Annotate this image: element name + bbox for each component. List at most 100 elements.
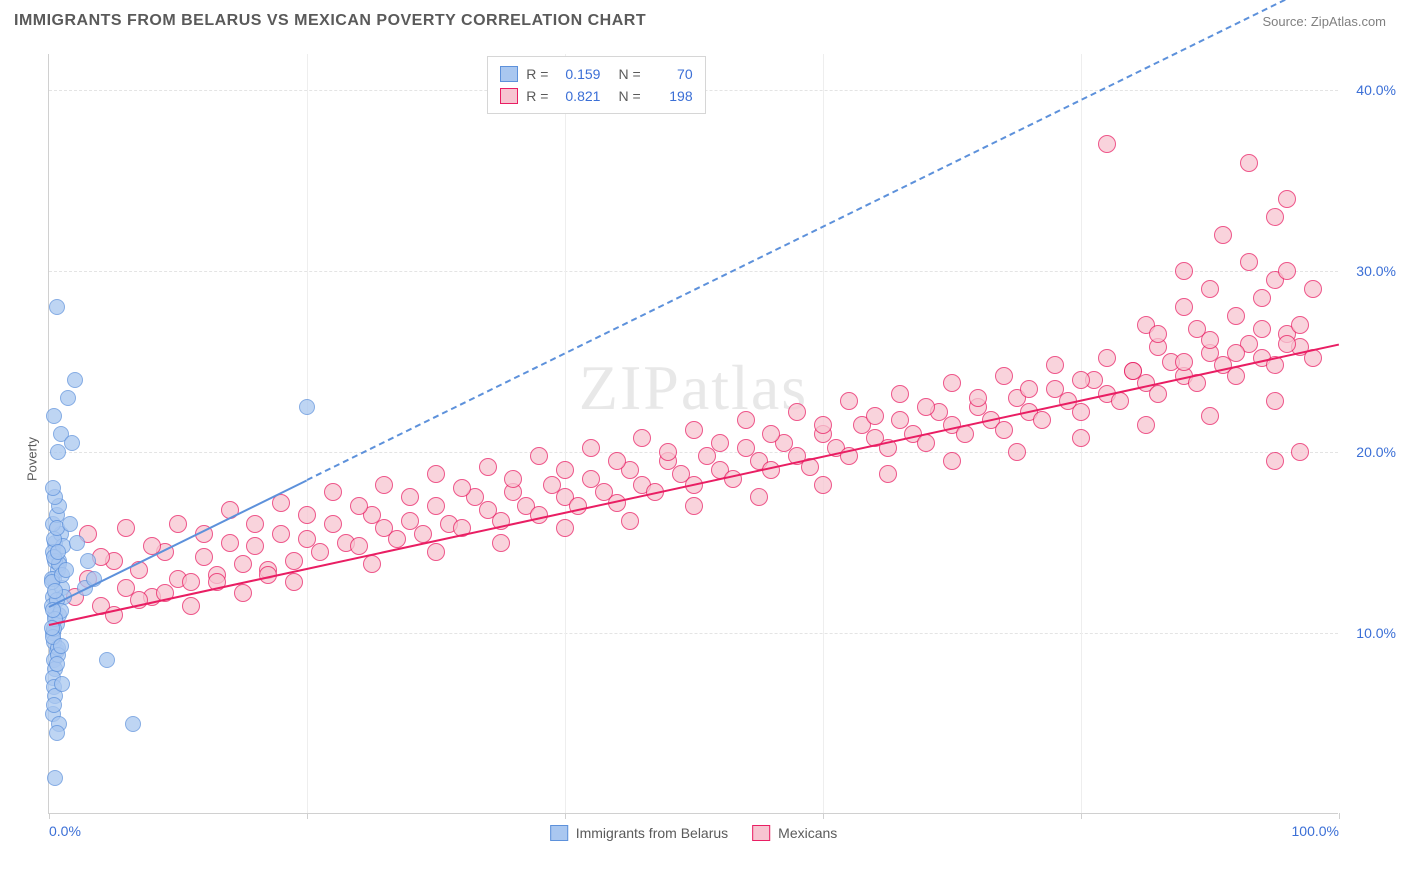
mexicans-legend-label: Mexicans	[778, 825, 837, 841]
mexicans-point	[272, 525, 290, 543]
mexicans-point	[891, 411, 909, 429]
mexicans-point	[1291, 316, 1309, 334]
y-tick-label: 10.0%	[1356, 625, 1396, 641]
mexicans-point	[659, 443, 677, 461]
belarus-point	[62, 516, 78, 532]
mexicans-point	[762, 425, 780, 443]
mexicans-point	[504, 470, 522, 488]
belarus-point	[49, 299, 65, 315]
mexicans-point	[298, 506, 316, 524]
mexicans-point	[1175, 353, 1193, 371]
belarus-point	[80, 553, 96, 569]
mexicans-point	[182, 573, 200, 591]
mexicans-point	[556, 461, 574, 479]
belarus-point	[67, 372, 83, 388]
mexicans-point	[556, 519, 574, 537]
r-label: R =	[526, 88, 548, 104]
belarus-point	[47, 770, 63, 786]
mexicans-point	[711, 434, 729, 452]
belarus-point	[125, 716, 141, 732]
mexicans-point	[788, 403, 806, 421]
mexicans-point	[350, 497, 368, 515]
mexicans-point	[234, 584, 252, 602]
mexicans-point	[1072, 371, 1090, 389]
mexicans-point	[891, 385, 909, 403]
x-tick-mark	[307, 813, 308, 819]
belarus-point	[58, 562, 74, 578]
mexicans-point	[943, 452, 961, 470]
x-tick-label: 100.0%	[1292, 823, 1339, 839]
chart-title: IMMIGRANTS FROM BELARUS VS MEXICAN POVER…	[14, 12, 646, 30]
mexicans-point	[350, 537, 368, 555]
mexicans-point	[1175, 262, 1193, 280]
belarus-point	[45, 480, 61, 496]
mexicans-point	[363, 555, 381, 573]
mexicans-point	[1072, 429, 1090, 447]
legend-bottom: Immigrants from Belarus Mexicans	[550, 825, 838, 841]
belarus-point	[60, 390, 76, 406]
stats-legend-box: R =0.159N =70R =0.821N =198	[487, 56, 705, 114]
stats-row-belarus: R =0.159N =70	[500, 63, 692, 85]
mexicans-point	[1072, 403, 1090, 421]
mexicans-point	[1111, 392, 1129, 410]
mexicans-point	[285, 573, 303, 591]
mexicans-point	[246, 537, 264, 555]
mexicans-point	[1278, 335, 1296, 353]
mexicans-point	[234, 555, 252, 573]
mexicans-point	[1278, 190, 1296, 208]
mexicans-point	[1137, 416, 1155, 434]
mexicans-point	[221, 534, 239, 552]
mexicans-point	[1214, 226, 1232, 244]
mexicans-point	[969, 389, 987, 407]
y-tick-label: 40.0%	[1356, 82, 1396, 98]
belarus-point	[46, 697, 62, 713]
mexicans-point	[401, 488, 419, 506]
mexicans-point	[1098, 349, 1116, 367]
mexicans-point	[246, 515, 264, 533]
stats-row-mexicans: R =0.821N =198	[500, 85, 692, 107]
mexicans-point	[943, 374, 961, 392]
belarus-r-value: 0.159	[556, 66, 600, 82]
mexicans-point	[1188, 320, 1206, 338]
mexicans-point	[324, 515, 342, 533]
belarus-point	[69, 535, 85, 551]
mexicans-point	[1149, 325, 1167, 343]
mexicans-point	[866, 407, 884, 425]
mexicans-point	[1033, 411, 1051, 429]
belarus-point	[50, 544, 66, 560]
mexicans-point	[917, 398, 935, 416]
belarus-legend-label: Immigrants from Belarus	[576, 825, 728, 841]
mexicans-point	[1266, 208, 1284, 226]
mexicans-point	[1240, 154, 1258, 172]
mexicans-point	[917, 434, 935, 452]
legend-item-belarus: Immigrants from Belarus	[550, 825, 728, 841]
mexicans-point	[453, 479, 471, 497]
mexicans-point	[995, 421, 1013, 439]
belarus-point	[53, 638, 69, 654]
mexicans-point	[414, 525, 432, 543]
mexicans-point	[1175, 298, 1193, 316]
belarus-swatch	[500, 66, 518, 82]
x-tick-mark	[565, 813, 566, 819]
mexicans-point	[169, 515, 187, 533]
mexicans-point	[492, 534, 510, 552]
gridline-h	[49, 633, 1338, 634]
belarus-point	[99, 652, 115, 668]
mexicans-point	[388, 530, 406, 548]
mexicans-point	[324, 483, 342, 501]
belarus-point	[49, 725, 65, 741]
belarus-point	[54, 676, 70, 692]
mexicans-point	[427, 543, 445, 561]
mexicans-point	[1201, 280, 1219, 298]
mexicans-point	[879, 465, 897, 483]
mexicans-point	[182, 597, 200, 615]
mexicans-point	[1253, 289, 1271, 307]
y-axis-label: Poverty	[25, 437, 40, 481]
x-tick-label: 0.0%	[49, 823, 81, 839]
mexicans-point	[814, 476, 832, 494]
mexicans-point	[1304, 280, 1322, 298]
belarus-point	[46, 408, 62, 424]
mexicans-point	[750, 488, 768, 506]
n-label: N =	[618, 66, 640, 82]
belarus-point	[49, 656, 65, 672]
